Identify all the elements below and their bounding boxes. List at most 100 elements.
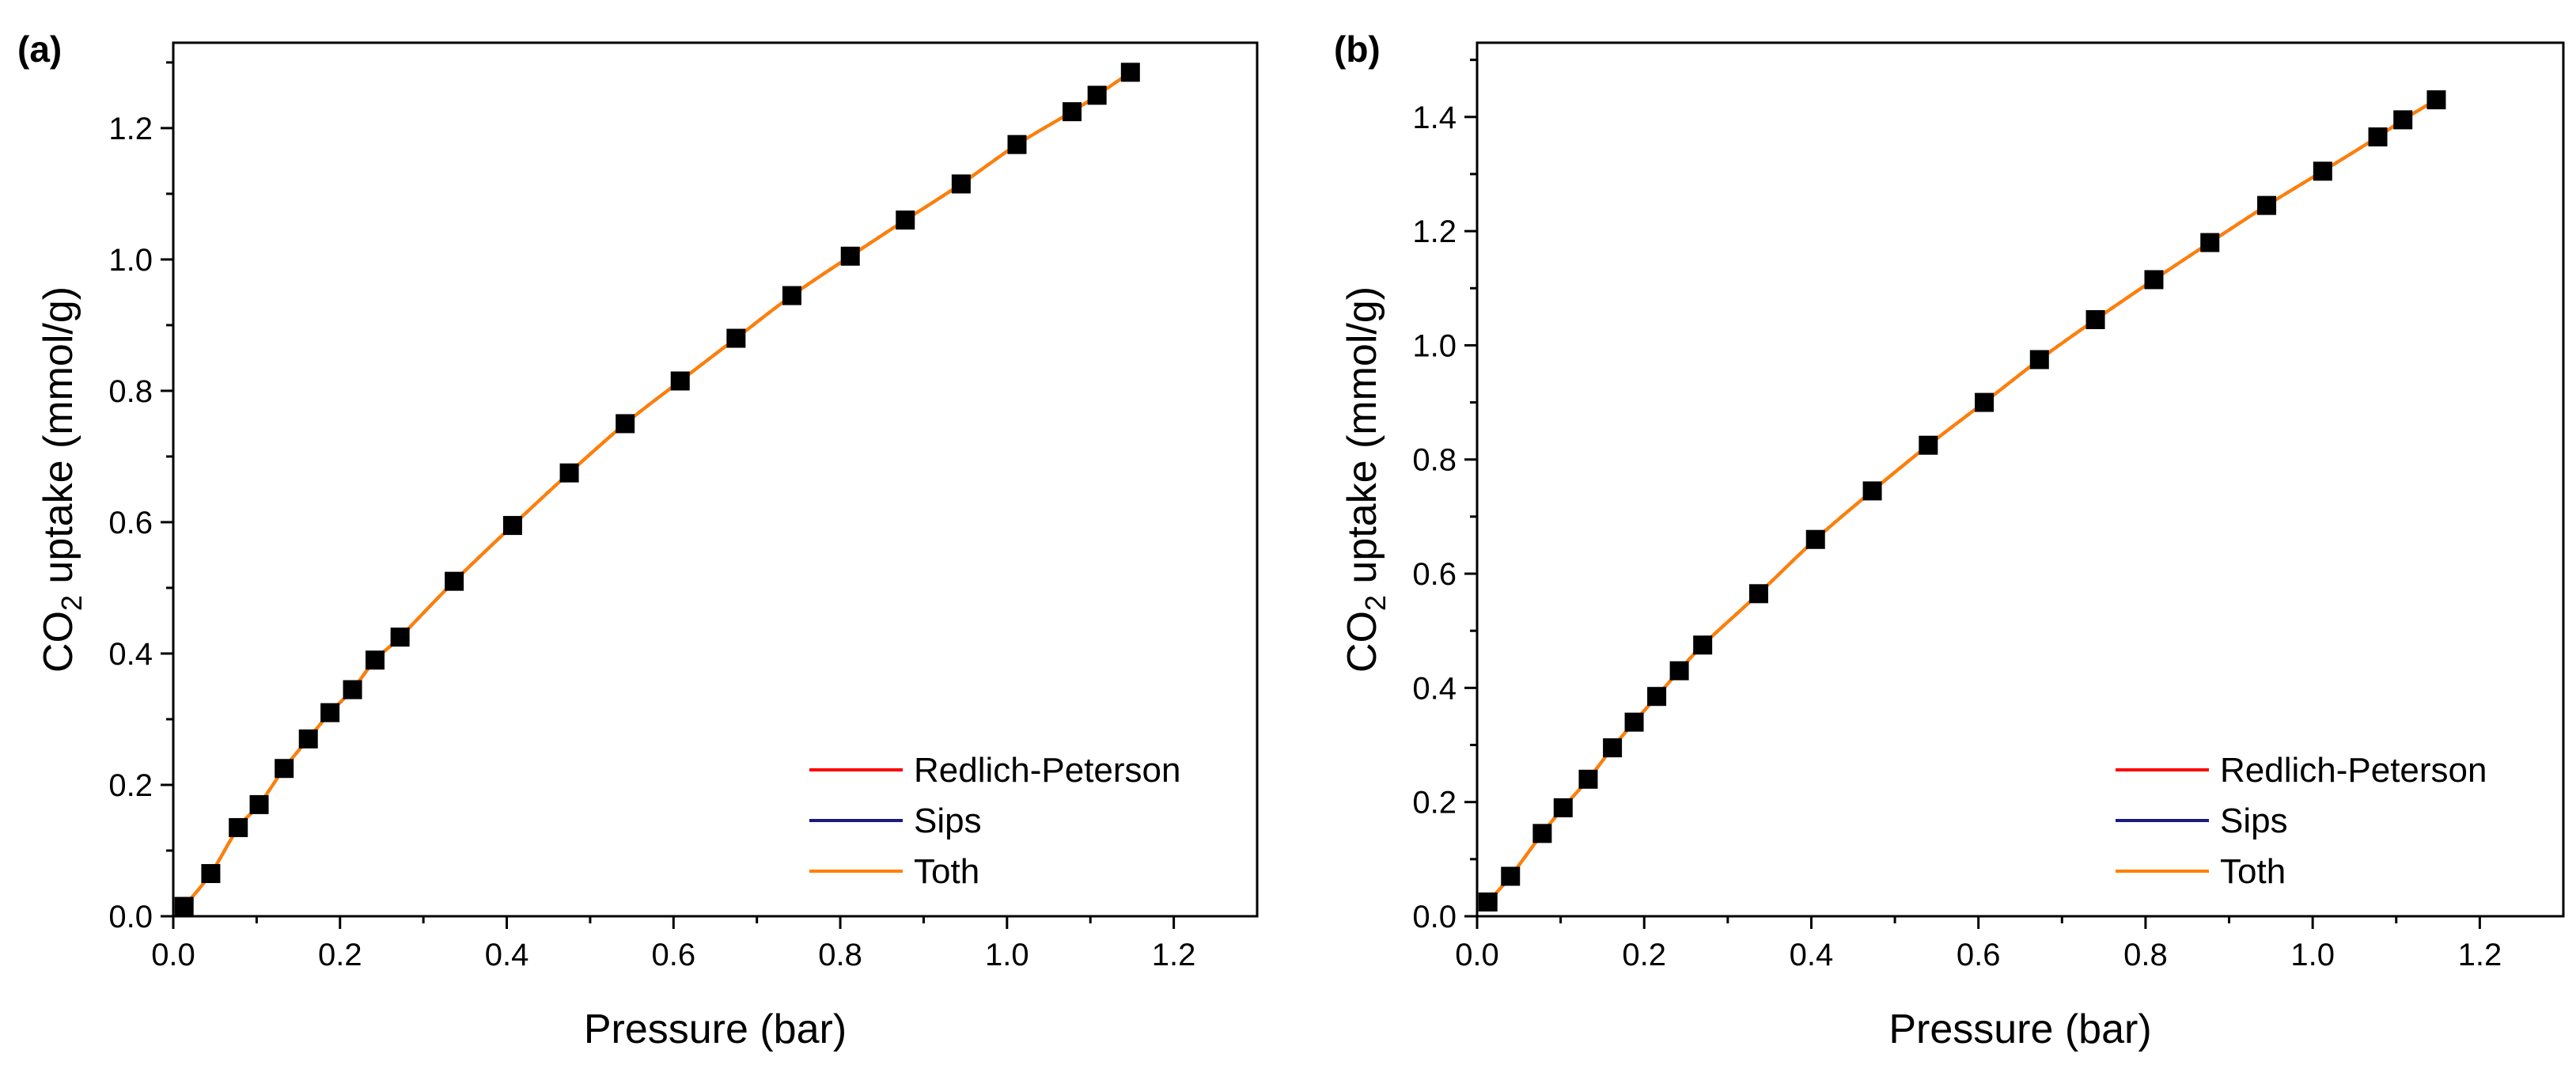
x-axis-title: Pressure (bar) bbox=[584, 1006, 847, 1052]
legend-label: Toth bbox=[2220, 852, 2286, 891]
data-point bbox=[1087, 85, 1107, 105]
data-point bbox=[1669, 661, 1689, 680]
data-point bbox=[1862, 481, 1882, 501]
y-tick-label: 0.4 bbox=[1412, 671, 1457, 706]
y-tick-label: 0.8 bbox=[108, 374, 153, 409]
data-point bbox=[951, 174, 971, 194]
x-tick-label: 0.0 bbox=[151, 938, 195, 972]
legend-label: Redlich-Peterson bbox=[2220, 751, 2487, 790]
data-point bbox=[2144, 270, 2164, 290]
y-axis-title-suffix: uptake (mmol/g) bbox=[1339, 286, 1385, 595]
panel-a: (a) 0.0 0.2 0.4 0.6 0.8 1.0 1.2 0.0 0.2 0.4 0.6 0.8 1… bbox=[17, 28, 1259, 1052]
data-point bbox=[1693, 635, 1713, 655]
x-tick-label: 0.8 bbox=[818, 938, 862, 972]
y-tick-label: 1.2 bbox=[108, 112, 153, 146]
y-tick-label: 0.6 bbox=[108, 506, 153, 540]
data-point bbox=[343, 680, 362, 699]
data-point bbox=[2368, 127, 2388, 147]
data-point bbox=[229, 817, 248, 837]
x-tick-label: 0.4 bbox=[1790, 938, 1834, 972]
y-tick-label: 1.2 bbox=[1412, 214, 1457, 249]
data-point bbox=[1805, 529, 1825, 549]
y-tick-label: 0.2 bbox=[1412, 786, 1457, 821]
data-point bbox=[726, 328, 746, 348]
x-tick-label: 1.0 bbox=[985, 938, 1029, 972]
data-point bbox=[2393, 110, 2413, 130]
x-tick-label: 1.2 bbox=[1152, 938, 1196, 972]
y-tick-label: 1.0 bbox=[108, 243, 153, 278]
x-axis-title: Pressure (bar) bbox=[1888, 1006, 2151, 1052]
data-point bbox=[174, 896, 194, 916]
y-tick-label: 0.4 bbox=[108, 637, 153, 672]
panel-label: (a) bbox=[17, 28, 62, 70]
y-axis-title-prefix: CO bbox=[1339, 611, 1385, 673]
plot-frame bbox=[1476, 41, 2565, 918]
data-point bbox=[2313, 161, 2332, 181]
data-point bbox=[366, 650, 385, 670]
data-point bbox=[1120, 63, 1140, 82]
y-axis-title-subscript: 2 bbox=[1359, 595, 1392, 611]
data-point bbox=[1919, 435, 1938, 455]
data-point bbox=[2257, 195, 2277, 215]
data-point bbox=[390, 627, 410, 647]
y-axis-title-subscript: 2 bbox=[55, 595, 88, 611]
x-tick-label: 0.2 bbox=[1622, 938, 1666, 972]
legend-label: Toth bbox=[914, 852, 979, 891]
y-tick-label: 0.6 bbox=[1412, 557, 1457, 592]
data-point bbox=[2200, 233, 2220, 252]
data-point bbox=[2426, 90, 2446, 110]
data-point bbox=[1578, 769, 1598, 789]
y-tick-label: 0.2 bbox=[108, 768, 153, 803]
data-point bbox=[559, 463, 579, 483]
data-point bbox=[840, 246, 860, 266]
x-tick-label: 0.2 bbox=[318, 938, 362, 972]
data-point bbox=[445, 571, 464, 591]
data-point bbox=[1647, 687, 1667, 707]
data-point bbox=[1007, 135, 1027, 154]
data-point bbox=[2085, 309, 2105, 329]
y-tick-label: 1.0 bbox=[1412, 328, 1457, 363]
data-point bbox=[1624, 712, 1644, 732]
panel-label: (b) bbox=[1334, 28, 1381, 70]
data-point bbox=[670, 371, 690, 391]
y-axis-title-suffix: uptake (mmol/g) bbox=[36, 286, 81, 595]
x-tick-label: 0.4 bbox=[485, 938, 529, 972]
x-tick-label: 1.2 bbox=[2458, 938, 2502, 972]
data-point bbox=[298, 729, 318, 749]
data-point bbox=[1532, 824, 1552, 843]
x-tick-label: 1.0 bbox=[2290, 938, 2335, 972]
legend-label: Sips bbox=[914, 802, 982, 840]
data-point bbox=[201, 864, 221, 884]
panel-b: (b) 0.0 0.2 0.4 0.6 0.8 1.0 1.2 0.0 0.2 0.4 0.6 0.8 1… bbox=[1334, 28, 2565, 1052]
data-point bbox=[896, 210, 915, 230]
y-tick-label: 1.4 bbox=[1412, 100, 1457, 135]
x-tick-label: 0.8 bbox=[2123, 938, 2168, 972]
data-point bbox=[1501, 866, 1521, 886]
y-axis-title-prefix: CO bbox=[36, 611, 81, 673]
data-point bbox=[1063, 102, 1082, 122]
y-tick-label: 0.8 bbox=[1412, 443, 1457, 478]
data-point bbox=[275, 759, 294, 779]
data-point bbox=[616, 414, 635, 434]
data-point bbox=[782, 286, 801, 305]
data-point bbox=[1478, 892, 1498, 912]
data-point bbox=[249, 794, 269, 814]
y-tick-label: 0.0 bbox=[108, 900, 153, 934]
y-axis-title: CO2 uptake (mmol/g) bbox=[1339, 286, 1392, 673]
data-point bbox=[1748, 584, 1768, 604]
plot-frame bbox=[172, 41, 1259, 918]
data-point bbox=[502, 516, 522, 536]
x-tick-label: 0.6 bbox=[652, 938, 696, 972]
y-axis-title: CO2 uptake (mmol/g) bbox=[36, 286, 88, 673]
data-point bbox=[1553, 798, 1573, 817]
x-tick-label: 0.6 bbox=[1957, 938, 2001, 972]
x-tick-label: 0.0 bbox=[1455, 938, 1499, 972]
data-point bbox=[1975, 392, 1995, 412]
legend-label: Redlich-Peterson bbox=[914, 751, 1181, 790]
data-point bbox=[2029, 350, 2049, 370]
legend-label: Sips bbox=[2220, 802, 2288, 840]
data-point bbox=[320, 703, 340, 722]
y-tick-label: 0.0 bbox=[1412, 900, 1457, 934]
data-point bbox=[1603, 738, 1623, 758]
